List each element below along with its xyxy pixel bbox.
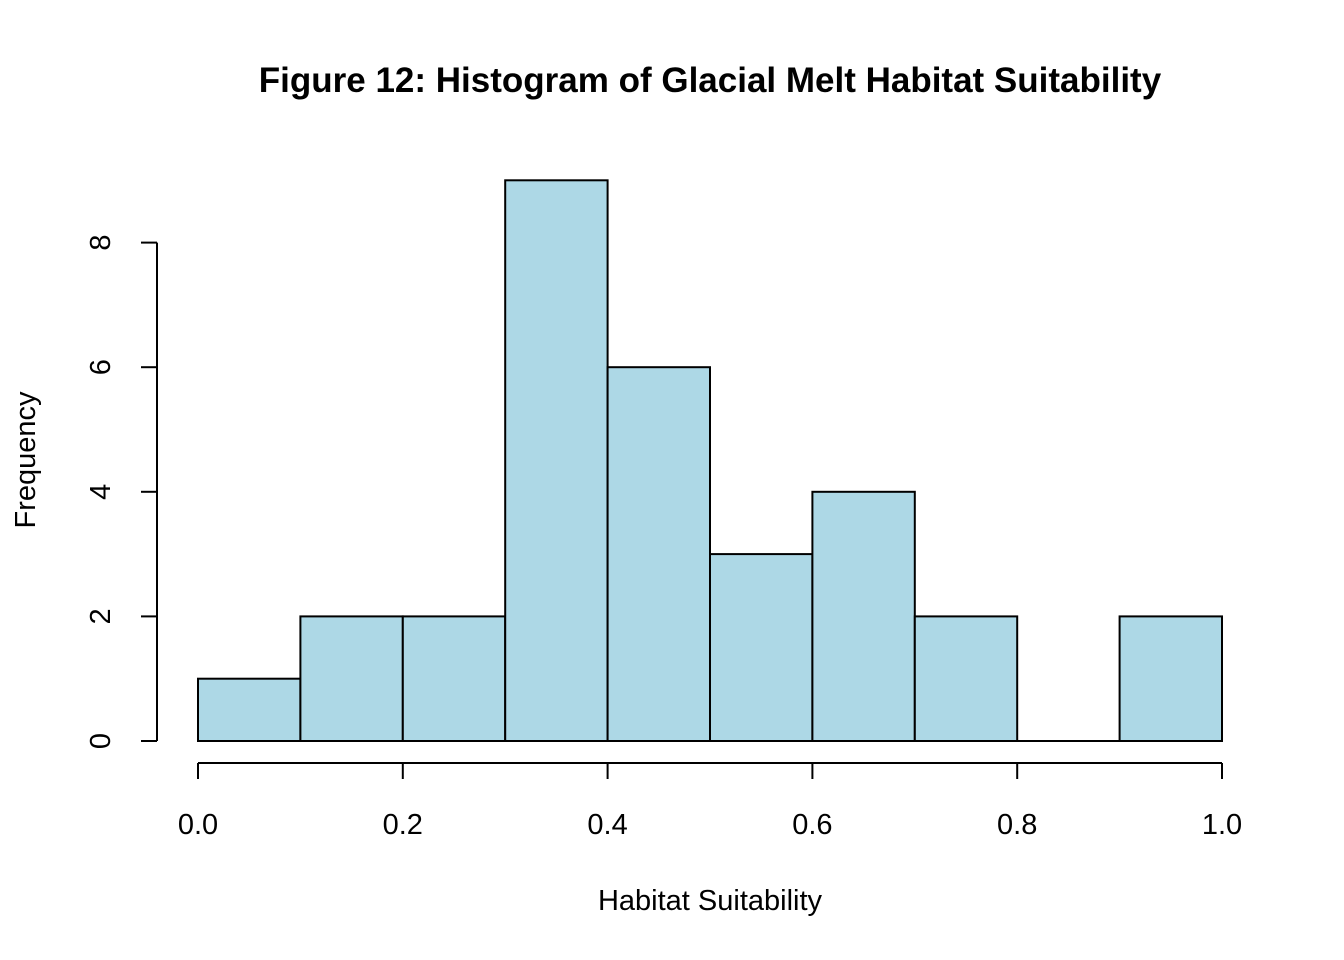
y-tick-label: 2 xyxy=(85,608,117,624)
x-tick-label: 1.0 xyxy=(1202,809,1242,841)
y-tick-label: 8 xyxy=(85,235,117,251)
y-tick-label: 6 xyxy=(85,359,117,375)
histogram-bar xyxy=(709,553,814,742)
y-tick-label: 4 xyxy=(85,484,117,500)
histogram-bar xyxy=(811,490,916,742)
histogram-bar xyxy=(299,615,404,743)
histogram-bar xyxy=(1118,615,1223,743)
x-tick-label: 0.6 xyxy=(792,809,832,841)
chart-title: Figure 12: Histogram of Glacial Melt Hab… xyxy=(259,61,1162,100)
x-tick-label: 0.0 xyxy=(178,809,218,841)
bars-group xyxy=(197,179,1223,743)
x-axis-label: Habitat Suitability xyxy=(598,885,823,917)
y-axis: 0 2 4 6 8 xyxy=(85,235,158,749)
histogram-bar xyxy=(197,677,302,743)
x-tick-label: 0.8 xyxy=(997,809,1037,841)
x-tick-label: 0.2 xyxy=(383,809,423,841)
histogram-bar xyxy=(504,179,609,743)
histogram-bar xyxy=(913,615,1019,743)
histogram-bar xyxy=(606,366,711,742)
x-tick-label: 0.4 xyxy=(587,809,627,841)
histogram-bar xyxy=(401,615,507,743)
y-tick-label: 0 xyxy=(85,733,117,749)
y-axis-label: Frequency xyxy=(10,391,42,529)
x-axis: 0.0 0.2 0.4 0.6 0.8 1.0 xyxy=(178,762,1242,841)
